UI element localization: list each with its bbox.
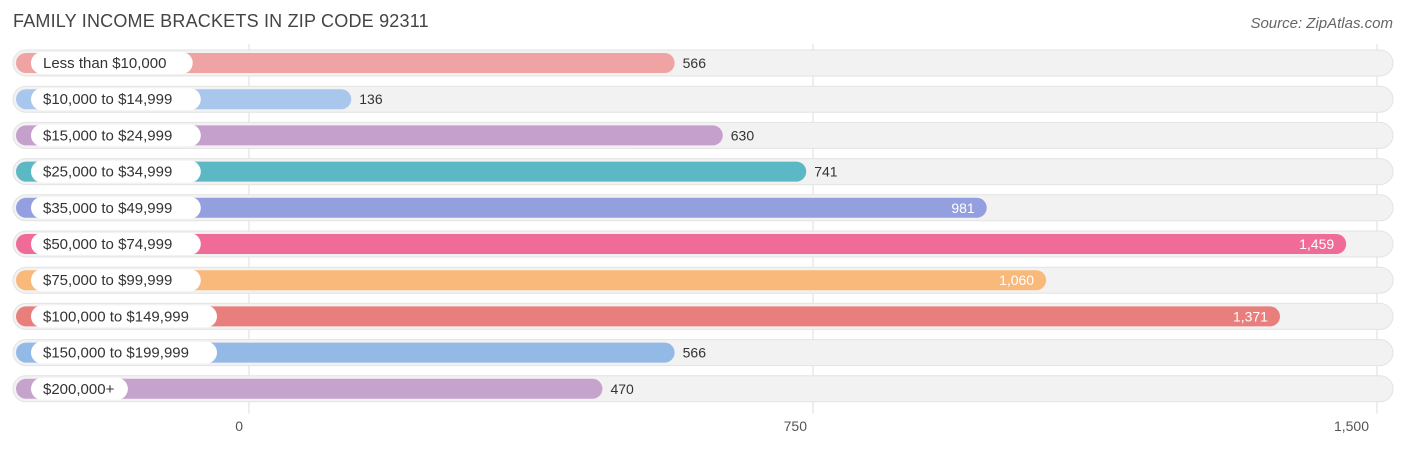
bar (16, 234, 1347, 254)
category-label-pill (31, 88, 201, 111)
category-label: $100,000 to $149,999 (43, 308, 189, 325)
chart-title: FAMILY INCOME BRACKETS IN ZIP CODE 92311 (13, 11, 429, 31)
chart-source: Source: ZipAtlas.com (1250, 15, 1393, 32)
value-label: 630 (731, 127, 755, 143)
category-label: Less than $10,000 (43, 55, 166, 72)
bar-track (12, 85, 1394, 113)
bar-row: $25,000 to $34,999 741 (12, 158, 1394, 186)
x-tick-label: 750 (784, 418, 808, 434)
bar-row: $35,000 to $49,999 981 (12, 194, 1394, 222)
value-label: 1,060 (999, 272, 1034, 288)
category-label-pill (31, 124, 201, 147)
bar (16, 270, 1047, 291)
category-label-pill (31, 269, 201, 292)
x-axis: 0 750 1,500 (235, 418, 1369, 434)
bar-row: Less than $10,000 566 (12, 49, 1394, 77)
category-label-pill (31, 52, 193, 74)
bar-row: $75,000 to $99,999 1,060 (12, 266, 1394, 294)
category-label-pill (31, 377, 128, 400)
value-label: 1,371 (1233, 308, 1268, 324)
x-tick-label: 1,500 (1334, 418, 1369, 434)
category-label: $200,000+ (43, 381, 115, 398)
category-label-pill (31, 341, 217, 364)
bar-row: $50,000 to $74,999 1,459 (12, 230, 1394, 258)
category-label-pill (31, 233, 201, 255)
category-label: $50,000 to $74,999 (43, 236, 172, 253)
bar (16, 161, 807, 182)
x-tick-label: 0 (235, 418, 243, 434)
bar (16, 378, 603, 399)
category-label: $10,000 to $14,999 (43, 91, 172, 108)
bar-row: $15,000 to $24,999 630 (12, 121, 1394, 149)
value-label: 566 (683, 55, 707, 71)
bar-row: $100,000 to $149,999 1,371 (12, 302, 1394, 330)
category-label-pill (31, 160, 201, 183)
bar (16, 197, 987, 218)
category-label: $75,000 to $99,999 (43, 272, 172, 289)
bar (16, 306, 1280, 327)
value-label: 741 (814, 164, 838, 180)
category-label-pill (31, 196, 201, 219)
value-label: 566 (683, 345, 707, 361)
category-label: $150,000 to $199,999 (43, 345, 189, 362)
bar-row: $10,000 to $14,999 136 (12, 85, 1394, 113)
value-label: 981 (951, 200, 975, 216)
category-label: $15,000 to $24,999 (43, 127, 172, 144)
value-label: 136 (359, 91, 383, 107)
category-label-pill (31, 305, 217, 328)
bar-row: $150,000 to $199,999 566 (12, 339, 1394, 367)
category-label: $25,000 to $34,999 (43, 164, 172, 181)
value-label: 470 (610, 381, 634, 397)
bar-row: $200,000+ 470 (12, 375, 1394, 403)
category-label: $35,000 to $49,999 (43, 200, 172, 217)
value-label: 1,459 (1299, 236, 1334, 252)
